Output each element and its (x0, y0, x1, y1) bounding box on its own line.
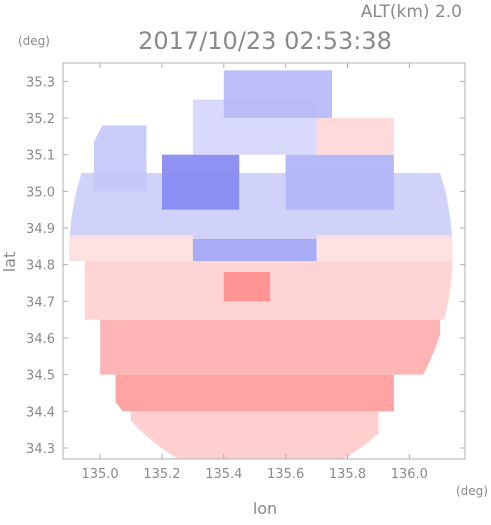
x-tick-label: 135.8 (329, 467, 366, 482)
plot-frame (62, 62, 466, 460)
heat-cell-11 (100, 319, 441, 375)
y-axis-label: lat (0, 252, 19, 273)
heat-cell-10 (223, 272, 271, 302)
y-tick-label: 34.7 (26, 295, 55, 310)
heatmap-layer (69, 70, 453, 459)
x-tick-label: 135.2 (143, 467, 180, 482)
y-unit-label: (deg) (18, 34, 50, 48)
heat-cell-5 (223, 70, 333, 118)
x-axis-label: lon (253, 499, 277, 518)
y-tick-label: 34.4 (26, 405, 55, 420)
heat-cell-6 (69, 235, 193, 261)
heat-cell-7 (192, 239, 317, 261)
y-tick-label: 34.9 (26, 222, 55, 237)
heat-cell-13 (131, 411, 379, 459)
x-tick-label: 135.6 (267, 467, 304, 482)
chart-subtitle: ALT(km) 2.0 (361, 2, 462, 22)
heat-cell-1 (161, 154, 240, 210)
y-tick-label: 35.2 (26, 112, 55, 127)
y-tick-label: 35.3 (26, 75, 55, 90)
chart-title: 2017/10/23 02:53:38 (138, 27, 392, 55)
x-unit-label: (deg) (456, 484, 488, 498)
y-tick-label: 34.3 (26, 442, 55, 457)
y-tick-label: 34.8 (26, 259, 55, 274)
y-tick-label: 34.6 (26, 332, 55, 347)
heat-cell-8 (316, 235, 453, 261)
x-tick-label: 135.4 (205, 467, 242, 482)
heat-cell-12 (115, 374, 394, 412)
heat-cell-2 (285, 154, 394, 210)
x-tick-label: 135.0 (81, 467, 118, 482)
x-tick-label: 136.0 (391, 467, 428, 482)
y-tick-label: 34.5 (26, 369, 55, 384)
heat-cell-14 (93, 125, 147, 192)
y-tick-label: 35.1 (26, 149, 55, 164)
axis-ticks: 135.0 135.2 135.4 135.6 135.8 136.0 34.3 34.4 34… (26, 63, 465, 482)
heat-cell-4 (316, 118, 394, 155)
radar-coverage (69, 70, 453, 459)
y-tick-label: 35.0 (26, 185, 55, 200)
